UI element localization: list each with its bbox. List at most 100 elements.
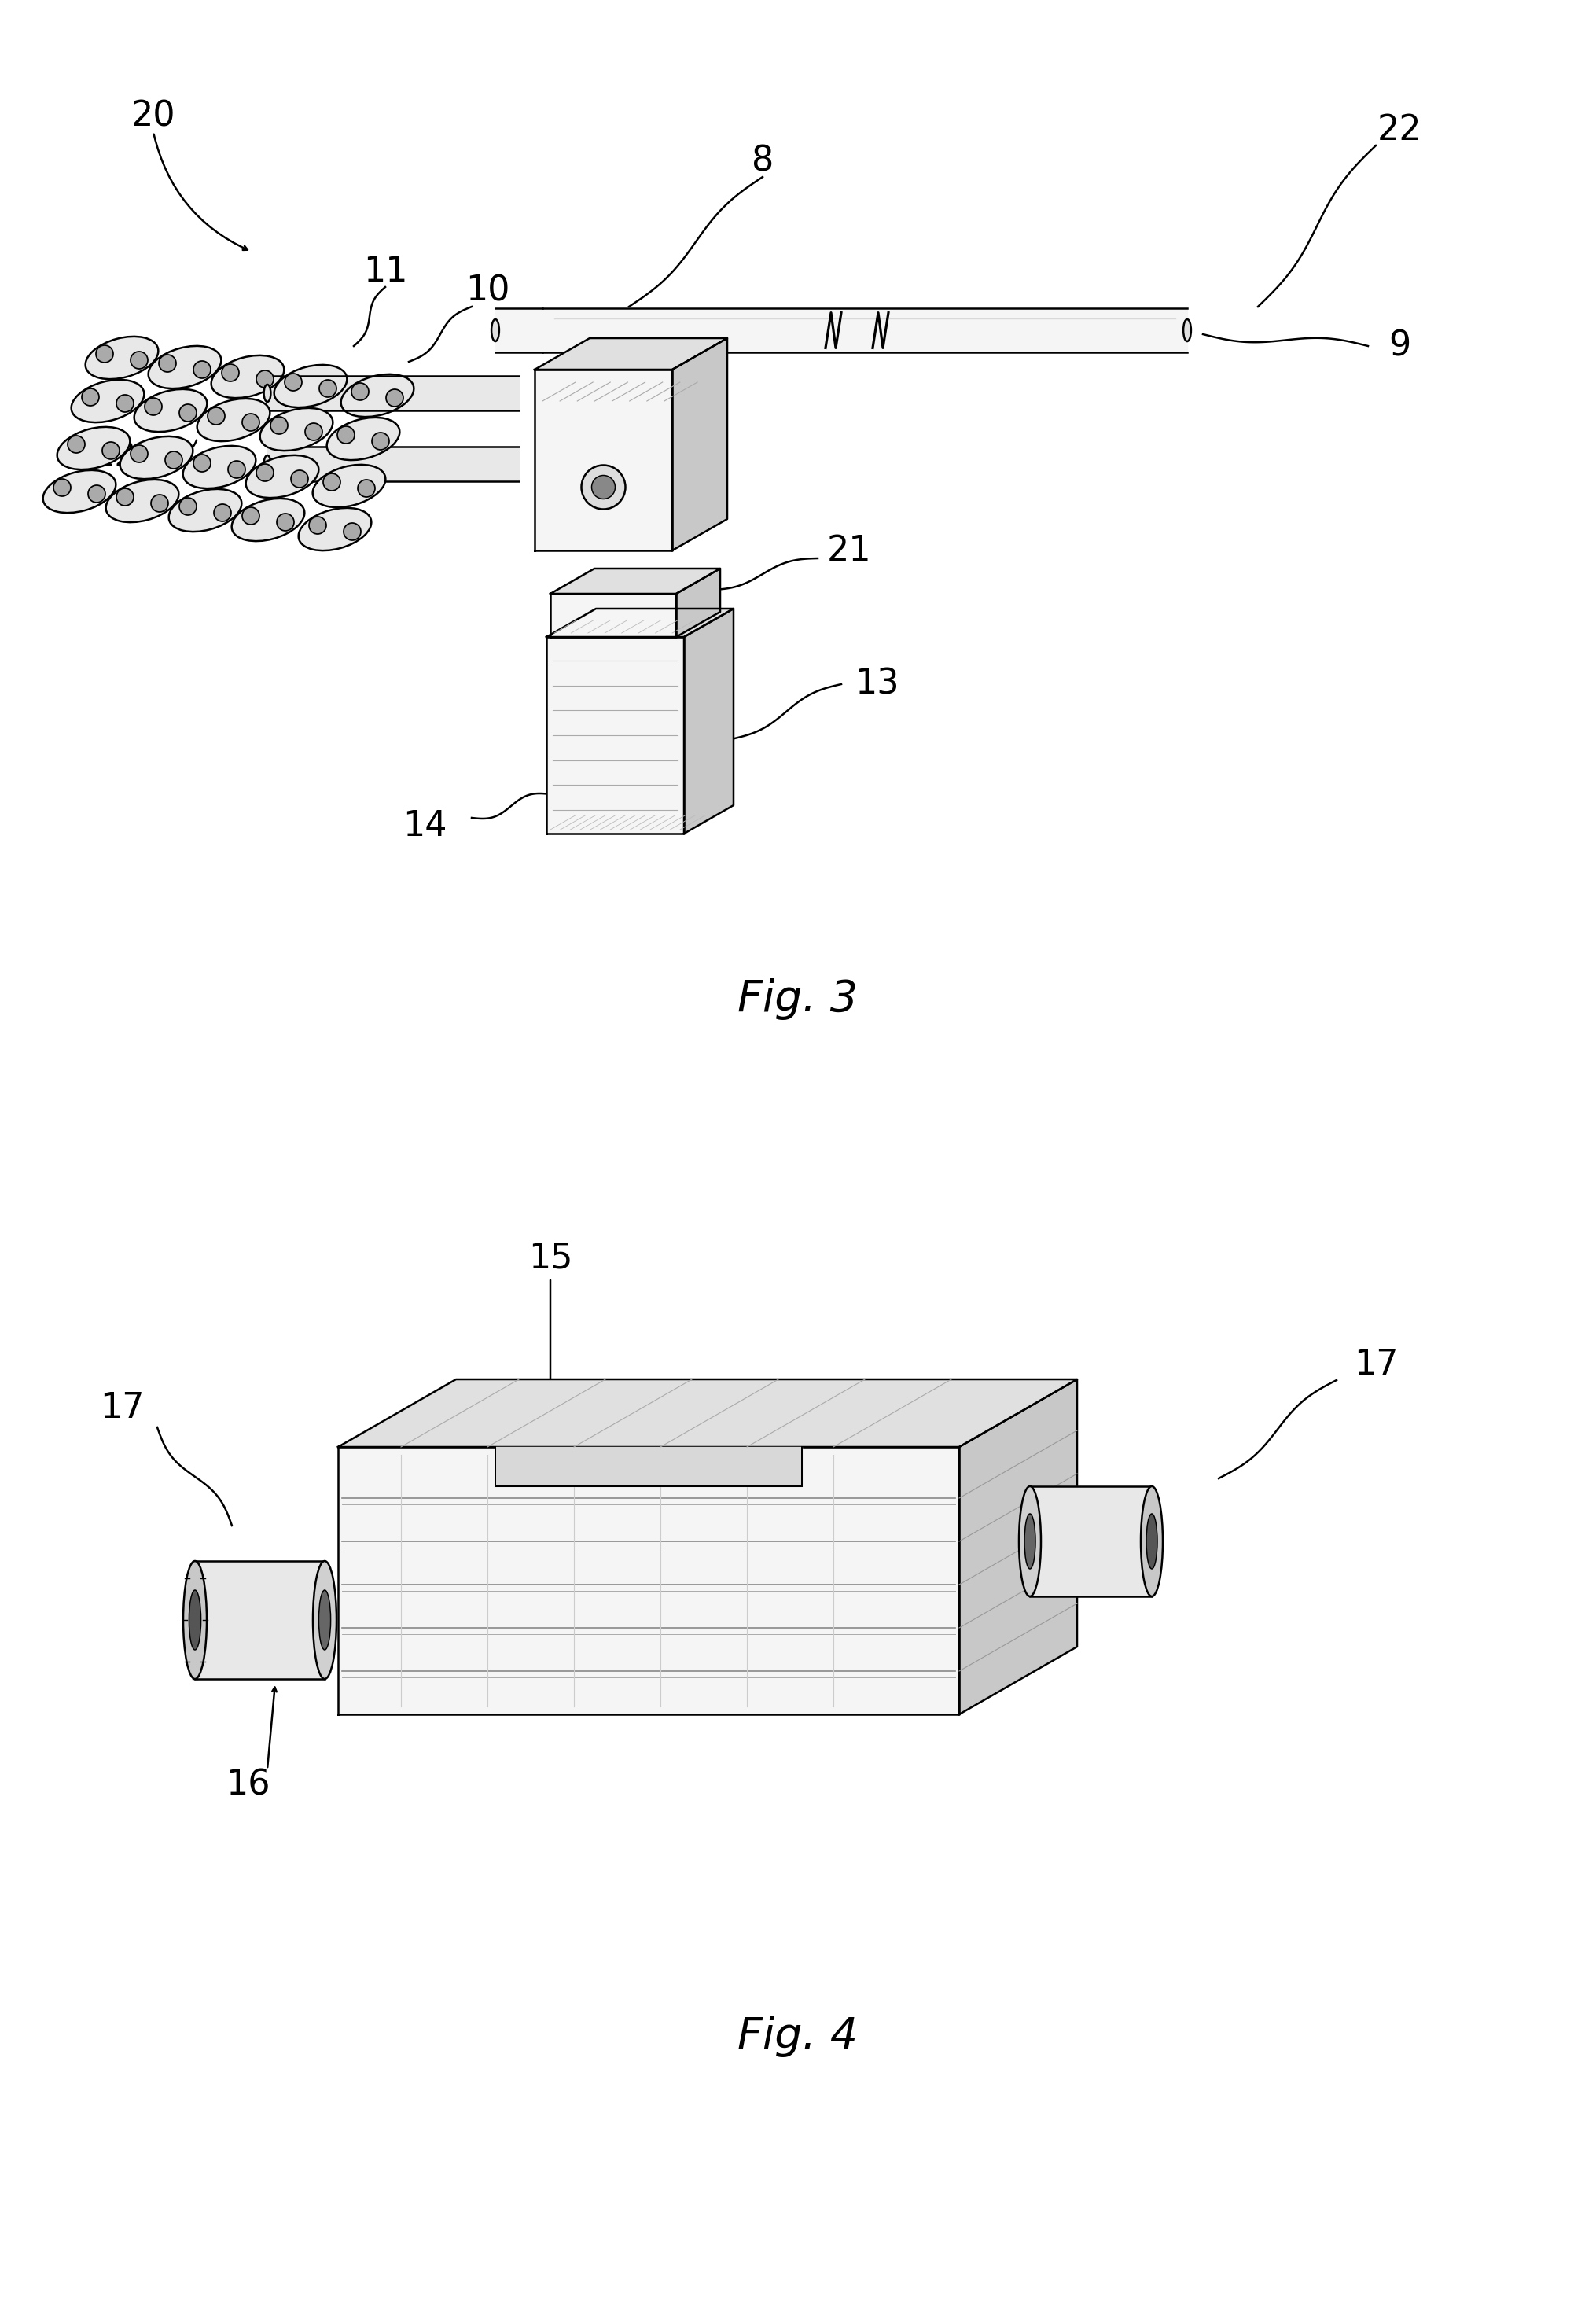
Ellipse shape xyxy=(327,418,399,460)
Polygon shape xyxy=(535,370,672,550)
Polygon shape xyxy=(685,608,734,835)
Ellipse shape xyxy=(214,504,231,523)
Ellipse shape xyxy=(96,344,113,363)
Ellipse shape xyxy=(117,488,134,506)
Polygon shape xyxy=(551,569,720,594)
Polygon shape xyxy=(495,307,543,351)
Ellipse shape xyxy=(145,398,161,416)
Polygon shape xyxy=(535,338,728,370)
Ellipse shape xyxy=(322,474,340,490)
Text: 17: 17 xyxy=(1353,1348,1398,1380)
Ellipse shape xyxy=(260,407,334,451)
Ellipse shape xyxy=(148,347,222,388)
Ellipse shape xyxy=(117,395,134,412)
Ellipse shape xyxy=(351,384,369,400)
Ellipse shape xyxy=(342,375,413,416)
Ellipse shape xyxy=(1018,1487,1041,1595)
Polygon shape xyxy=(338,1447,959,1713)
Ellipse shape xyxy=(193,455,211,472)
Ellipse shape xyxy=(222,363,239,381)
Ellipse shape xyxy=(196,398,270,442)
Ellipse shape xyxy=(257,370,273,388)
Ellipse shape xyxy=(105,479,179,523)
Ellipse shape xyxy=(372,432,389,451)
Ellipse shape xyxy=(492,319,500,342)
Ellipse shape xyxy=(231,499,305,541)
Ellipse shape xyxy=(1183,319,1191,342)
Ellipse shape xyxy=(263,384,271,402)
Text: 9: 9 xyxy=(1389,328,1411,363)
Polygon shape xyxy=(495,1447,801,1487)
Text: 17: 17 xyxy=(99,1392,144,1424)
Polygon shape xyxy=(546,608,734,638)
Ellipse shape xyxy=(43,469,117,513)
Polygon shape xyxy=(672,338,728,550)
Polygon shape xyxy=(195,1561,324,1679)
Text: 8: 8 xyxy=(752,143,774,178)
Text: 16: 16 xyxy=(225,1769,270,1801)
Ellipse shape xyxy=(184,1561,207,1679)
Text: 11: 11 xyxy=(362,254,407,289)
Ellipse shape xyxy=(305,423,322,439)
Ellipse shape xyxy=(120,437,193,479)
Ellipse shape xyxy=(67,435,85,453)
Text: 12: 12 xyxy=(91,439,136,474)
Ellipse shape xyxy=(243,414,260,430)
Ellipse shape xyxy=(72,379,144,423)
Ellipse shape xyxy=(228,460,246,479)
Text: Fig. 3: Fig. 3 xyxy=(737,978,859,1020)
Polygon shape xyxy=(677,569,720,638)
Ellipse shape xyxy=(313,465,386,506)
Polygon shape xyxy=(959,1380,1077,1713)
Ellipse shape xyxy=(179,405,196,421)
Ellipse shape xyxy=(290,469,308,488)
Ellipse shape xyxy=(88,486,105,502)
Text: 14: 14 xyxy=(402,809,447,842)
Ellipse shape xyxy=(358,479,375,497)
Ellipse shape xyxy=(298,509,372,550)
Ellipse shape xyxy=(53,479,70,497)
Text: 10: 10 xyxy=(466,275,509,307)
Text: 21: 21 xyxy=(827,534,871,566)
Ellipse shape xyxy=(211,356,284,398)
Ellipse shape xyxy=(257,465,273,481)
Polygon shape xyxy=(338,1380,1077,1447)
Ellipse shape xyxy=(1141,1487,1163,1595)
Ellipse shape xyxy=(284,375,302,391)
Polygon shape xyxy=(267,377,519,412)
Polygon shape xyxy=(267,446,519,481)
Ellipse shape xyxy=(179,497,196,516)
Ellipse shape xyxy=(246,455,319,497)
Ellipse shape xyxy=(276,513,294,532)
Ellipse shape xyxy=(188,1591,201,1651)
Ellipse shape xyxy=(134,388,207,432)
Ellipse shape xyxy=(343,523,361,541)
Ellipse shape xyxy=(1025,1514,1036,1570)
Text: 13: 13 xyxy=(854,668,899,701)
Ellipse shape xyxy=(152,495,168,511)
Ellipse shape xyxy=(193,361,211,379)
Ellipse shape xyxy=(386,388,404,407)
Polygon shape xyxy=(551,594,677,638)
Ellipse shape xyxy=(184,446,255,488)
Ellipse shape xyxy=(57,428,129,469)
Text: Fig. 4: Fig. 4 xyxy=(737,2016,859,2058)
Ellipse shape xyxy=(169,490,241,532)
Ellipse shape xyxy=(319,1591,330,1651)
Ellipse shape xyxy=(337,425,354,444)
Text: 20: 20 xyxy=(131,99,176,134)
Ellipse shape xyxy=(164,451,182,469)
Ellipse shape xyxy=(131,446,148,462)
Ellipse shape xyxy=(313,1561,337,1679)
Ellipse shape xyxy=(1146,1514,1157,1570)
Ellipse shape xyxy=(270,416,287,435)
Ellipse shape xyxy=(131,351,148,370)
Ellipse shape xyxy=(592,476,614,499)
Ellipse shape xyxy=(81,388,99,407)
Ellipse shape xyxy=(581,465,626,509)
Ellipse shape xyxy=(319,379,337,398)
Ellipse shape xyxy=(243,506,260,525)
Polygon shape xyxy=(543,307,1187,351)
Ellipse shape xyxy=(160,354,176,372)
Ellipse shape xyxy=(86,338,158,379)
